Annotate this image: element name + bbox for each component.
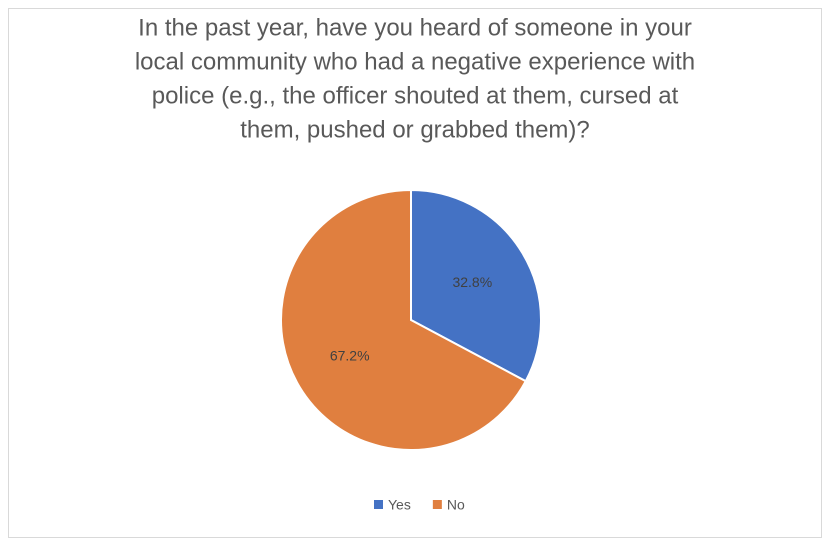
pie-slice — [280, 188, 528, 451]
data-label: 67.2% — [330, 347, 370, 363]
legend-label: Yes — [388, 497, 411, 513]
data-label: 32.8% — [452, 274, 492, 290]
pie-slice — [410, 188, 542, 383]
chart-title: police (e.g., the officer shouted at the… — [152, 82, 679, 109]
chart-title: local community who had a negative exper… — [135, 48, 695, 75]
legend-swatch — [432, 500, 442, 509]
legend-label: No — [447, 497, 465, 513]
chart-title: In the past year, have you heard of some… — [138, 14, 692, 41]
chart-title: them, pushed or grabbed them)? — [240, 116, 590, 143]
legend-swatch — [374, 500, 383, 509]
